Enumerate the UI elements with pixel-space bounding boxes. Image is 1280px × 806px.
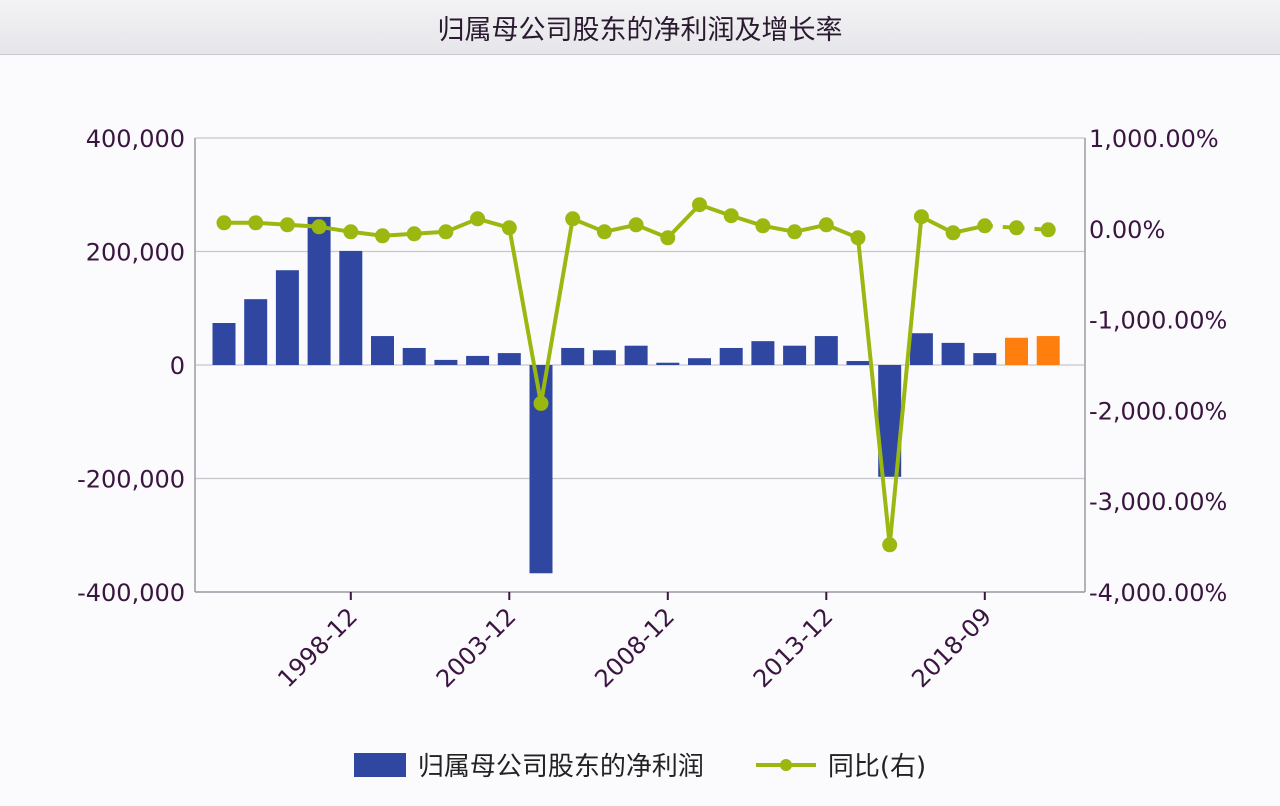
bar — [878, 365, 902, 477]
bar — [339, 250, 363, 365]
x-axis-tick-label: 1998-12 — [272, 602, 363, 693]
line-point — [628, 217, 644, 233]
bar — [371, 336, 394, 365]
left-axis-tick-label: -400,000 — [77, 579, 185, 607]
line-series — [216, 197, 1056, 553]
legend-bar-swatch — [353, 752, 406, 777]
legend-bar-label: 归属母公司股东的净利润 — [417, 752, 704, 782]
line-point — [1040, 222, 1056, 238]
right-axis-tick-label: -3,000.00% — [1089, 488, 1227, 516]
bar — [212, 323, 236, 365]
line-segment — [666, 203, 701, 240]
bar — [434, 359, 458, 365]
line-point — [311, 219, 327, 235]
bar — [466, 355, 490, 365]
left-axis-tick-label: 400,000 — [86, 125, 185, 153]
left-axis-tick-label: -200,000 — [77, 466, 185, 494]
left-axis-tick-label: 0 — [170, 352, 185, 380]
legend: 归属母公司股东的净利润 同比(右) — [0, 746, 1280, 783]
line-point — [343, 224, 359, 240]
bar — [688, 358, 711, 365]
bar — [592, 350, 616, 365]
bar — [973, 353, 997, 365]
line-point — [596, 224, 612, 240]
bar — [307, 216, 331, 365]
line-point — [501, 220, 517, 236]
line-point — [723, 208, 739, 224]
line-point — [470, 211, 486, 227]
bar — [561, 347, 585, 365]
x-axis-tick-label: 2013-12 — [748, 602, 839, 693]
bar — [846, 361, 870, 365]
line-point — [438, 224, 454, 240]
line-point — [945, 225, 961, 241]
x-axis-tick-label: 2003-12 — [431, 602, 522, 693]
bar — [941, 342, 965, 365]
line-point — [279, 217, 295, 233]
right-axis-tick-label: -2,000.00% — [1089, 397, 1227, 425]
line-point — [660, 230, 676, 246]
line-point — [375, 228, 390, 244]
line-segment — [856, 237, 892, 545]
line-point — [882, 537, 898, 553]
bar — [783, 345, 807, 365]
bar — [909, 333, 933, 365]
x-axis-tick-label: 2008-12 — [589, 602, 680, 693]
line-point — [755, 218, 771, 234]
chart-title: 归属母公司股东的净利润及增长率 — [437, 14, 843, 46]
bar — [497, 353, 521, 365]
legend-item-yoy[interactable]: 同比(右) — [754, 746, 926, 783]
line-point — [533, 395, 549, 411]
legend-item-net-profit[interactable]: 归属母公司股东的净利润 — [353, 746, 704, 783]
line-point — [913, 209, 929, 225]
chart-title-bar: 归属母公司股东的净利润及增长率 — [0, 0, 1280, 55]
line-segment — [539, 218, 575, 404]
x-axis-tick-label: 2018-09 — [906, 602, 997, 693]
line-segment — [887, 216, 924, 545]
legend-line-label: 同比(右) — [827, 752, 927, 782]
left-axis-tick-label: 200,000 — [86, 239, 185, 267]
line-point — [216, 215, 232, 231]
right-axis-tick-label: 1,000.00% — [1089, 125, 1219, 153]
line-point — [406, 226, 422, 242]
line-point — [248, 215, 264, 231]
line-point — [850, 230, 866, 246]
bar — [624, 345, 648, 365]
right-axis-tick-label: -1,000.00% — [1089, 307, 1227, 335]
legend-line-swatch — [755, 758, 816, 771]
axes: 400,000 200,000 0 -200,000 -400,000 1,000.00%… — [77, 125, 1227, 693]
bar — [751, 341, 775, 365]
line-segment — [507, 227, 543, 404]
line-point — [565, 211, 581, 227]
bar — [275, 270, 299, 365]
right-axis-tick-label: -4,000.00% — [1089, 579, 1227, 607]
bar-series — [212, 216, 1060, 574]
bar — [1005, 337, 1028, 365]
bar — [244, 299, 268, 365]
right-axis-tick-label: 0.00% — [1089, 216, 1165, 244]
line-point — [977, 218, 993, 234]
bar — [656, 362, 680, 365]
line-point — [787, 224, 803, 240]
line-point — [1009, 220, 1024, 236]
line-point — [692, 197, 707, 213]
line-point — [818, 217, 834, 233]
bar — [719, 347, 743, 365]
bar — [529, 365, 553, 574]
bar — [1036, 336, 1060, 365]
bar — [814, 336, 838, 365]
bar — [402, 347, 426, 365]
